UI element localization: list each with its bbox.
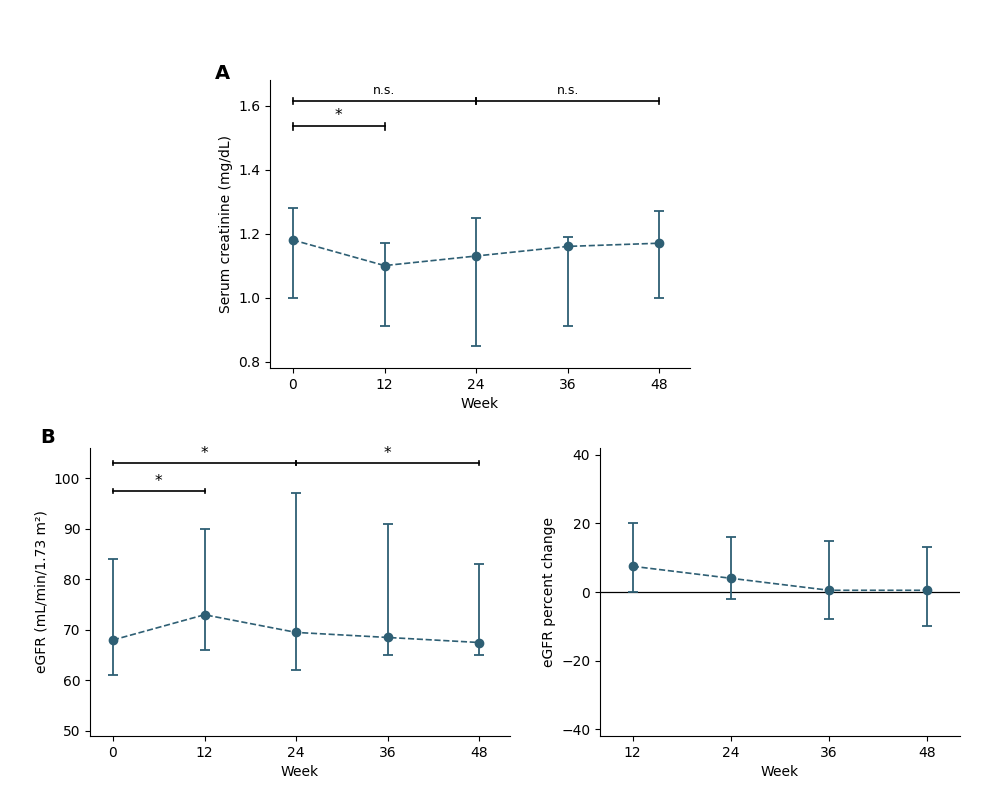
Y-axis label: Serum creatinine (mg/dL): Serum creatinine (mg/dL) [219,135,233,313]
X-axis label: Week: Week [461,398,499,411]
Text: B: B [40,428,55,447]
Text: *: * [384,446,392,461]
Text: n.s.: n.s. [557,84,579,97]
Y-axis label: eGFR (mL/min/1.73 m²): eGFR (mL/min/1.73 m²) [34,510,48,674]
Y-axis label: eGFR percent change: eGFR percent change [542,517,556,667]
Text: A: A [215,64,230,83]
X-axis label: Week: Week [761,766,799,779]
Text: *: * [335,108,343,123]
Text: n.s.: n.s. [373,84,396,97]
Text: *: * [201,446,208,461]
X-axis label: Week: Week [281,766,319,779]
Text: *: * [155,474,163,489]
